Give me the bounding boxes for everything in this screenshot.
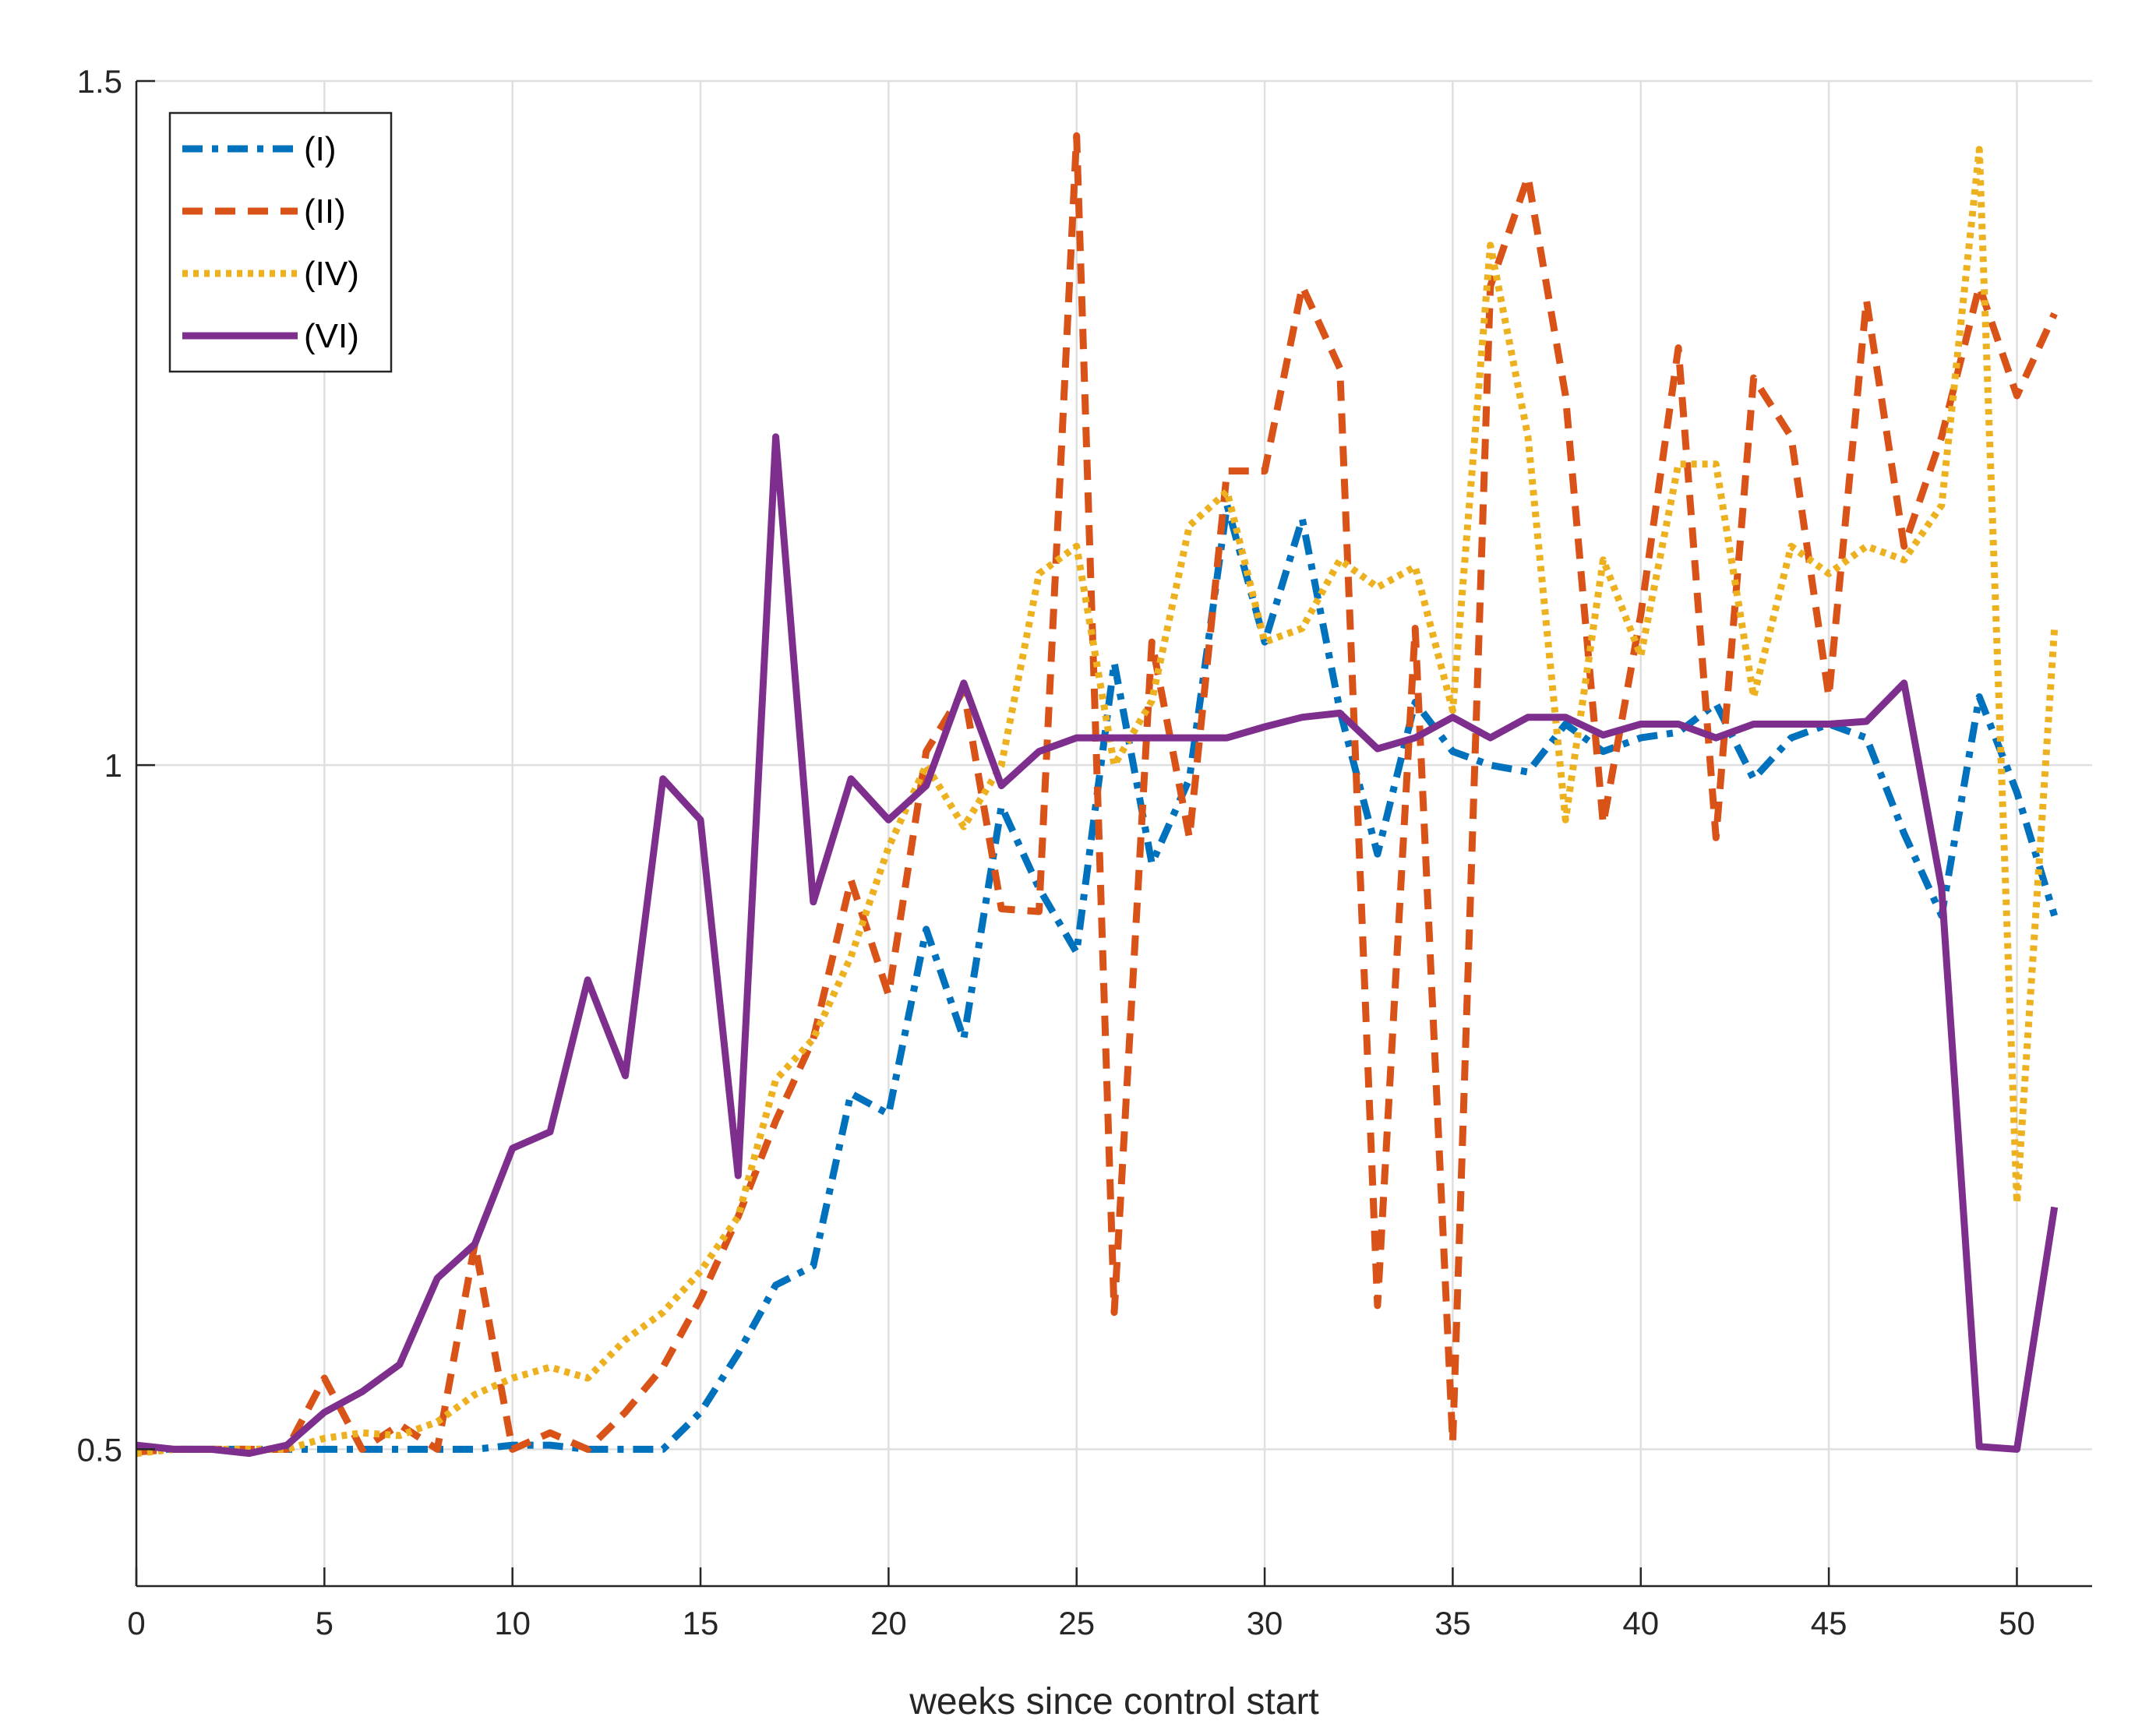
- series-lines: [136, 132, 2059, 1458]
- x-tick-label: 5: [316, 1605, 333, 1641]
- x-tick-label: 40: [1622, 1605, 1659, 1641]
- tick-labels: 0 5 10 15 20 25 30 35 40 45 50 0.5 1 1.5: [77, 63, 2035, 1641]
- axes: [135, 79, 2092, 1588]
- x-tick-label: 15: [683, 1605, 719, 1641]
- y-tick-label: 1: [104, 747, 122, 784]
- series-line-1: [136, 502, 2059, 1453]
- x-tick-label: 45: [1811, 1605, 1847, 1641]
- x-tick-label: 0: [127, 1605, 145, 1641]
- legend-box: [168, 111, 393, 373]
- series-line-2: [136, 132, 2058, 1456]
- legend-label-1: (I): [304, 130, 337, 168]
- y-tick-label: 0.5: [77, 1431, 122, 1468]
- x-tick-label: 30: [1247, 1605, 1283, 1641]
- legend: (I) (II) (IV) (VI): [168, 111, 393, 373]
- x-tick-label: 20: [870, 1605, 907, 1641]
- plot-background: [136, 81, 2092, 1586]
- legend-label-2: (II): [304, 192, 346, 231]
- legend-label-4: (VI): [304, 317, 359, 355]
- x-tick-label: 25: [1058, 1605, 1095, 1641]
- series-line-4: [136, 433, 2059, 1458]
- series-line-3: [136, 146, 2059, 1458]
- x-tick-label: 10: [494, 1605, 531, 1641]
- legend-label-3: (IV): [304, 255, 359, 293]
- x-tick-label: 35: [1434, 1605, 1471, 1641]
- x-axis-title: weeks since control start: [909, 1681, 1319, 1722]
- y-tick-label: 1.5: [77, 63, 122, 100]
- x-tick-label: 50: [1999, 1605, 2035, 1641]
